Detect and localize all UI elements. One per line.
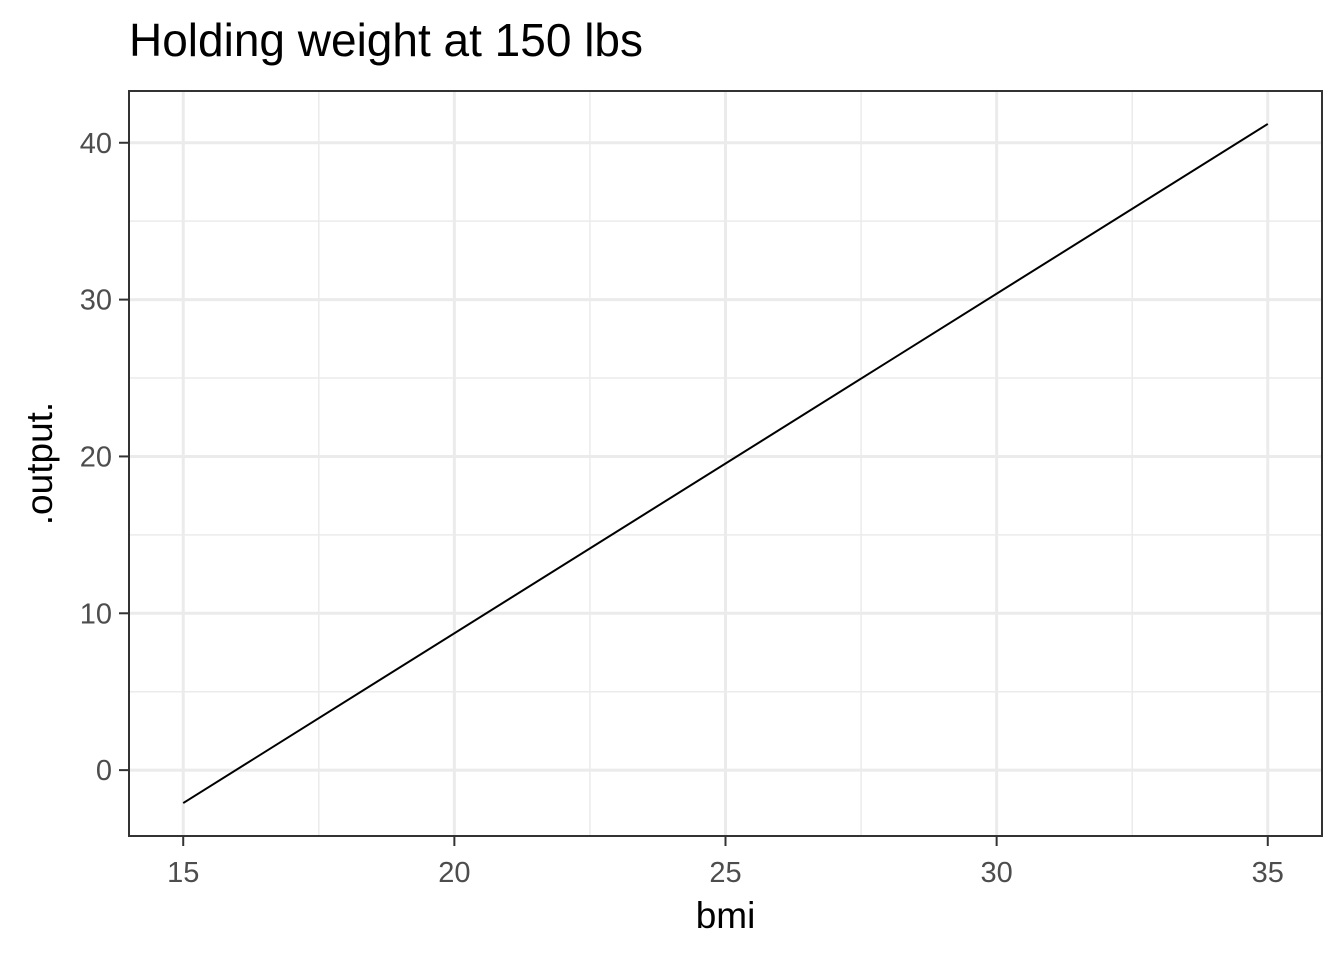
x-tick-label: 25 <box>709 857 741 889</box>
y-axis-ticks: 0 10 20 30 40 <box>80 128 129 787</box>
y-tick-label: 10 <box>80 598 112 630</box>
x-tick-label: 20 <box>438 857 470 889</box>
x-tick-label: 15 <box>167 857 199 889</box>
y-tick-label: 20 <box>80 441 112 473</box>
y-tick-label: 40 <box>80 128 112 160</box>
y-tick-label: 0 <box>96 755 112 787</box>
x-axis-title: bmi <box>696 895 756 936</box>
series-layer <box>182 123 1269 804</box>
series-line <box>182 123 1269 804</box>
x-tick-label: 35 <box>1252 857 1284 889</box>
y-axis-title: .output. <box>19 402 60 525</box>
chart-title: Holding weight at 150 lbs <box>129 14 643 66</box>
x-tick-label: 30 <box>981 857 1013 889</box>
x-axis-ticks: 15 20 25 30 35 <box>167 836 1284 889</box>
y-tick-label: 30 <box>80 285 112 317</box>
